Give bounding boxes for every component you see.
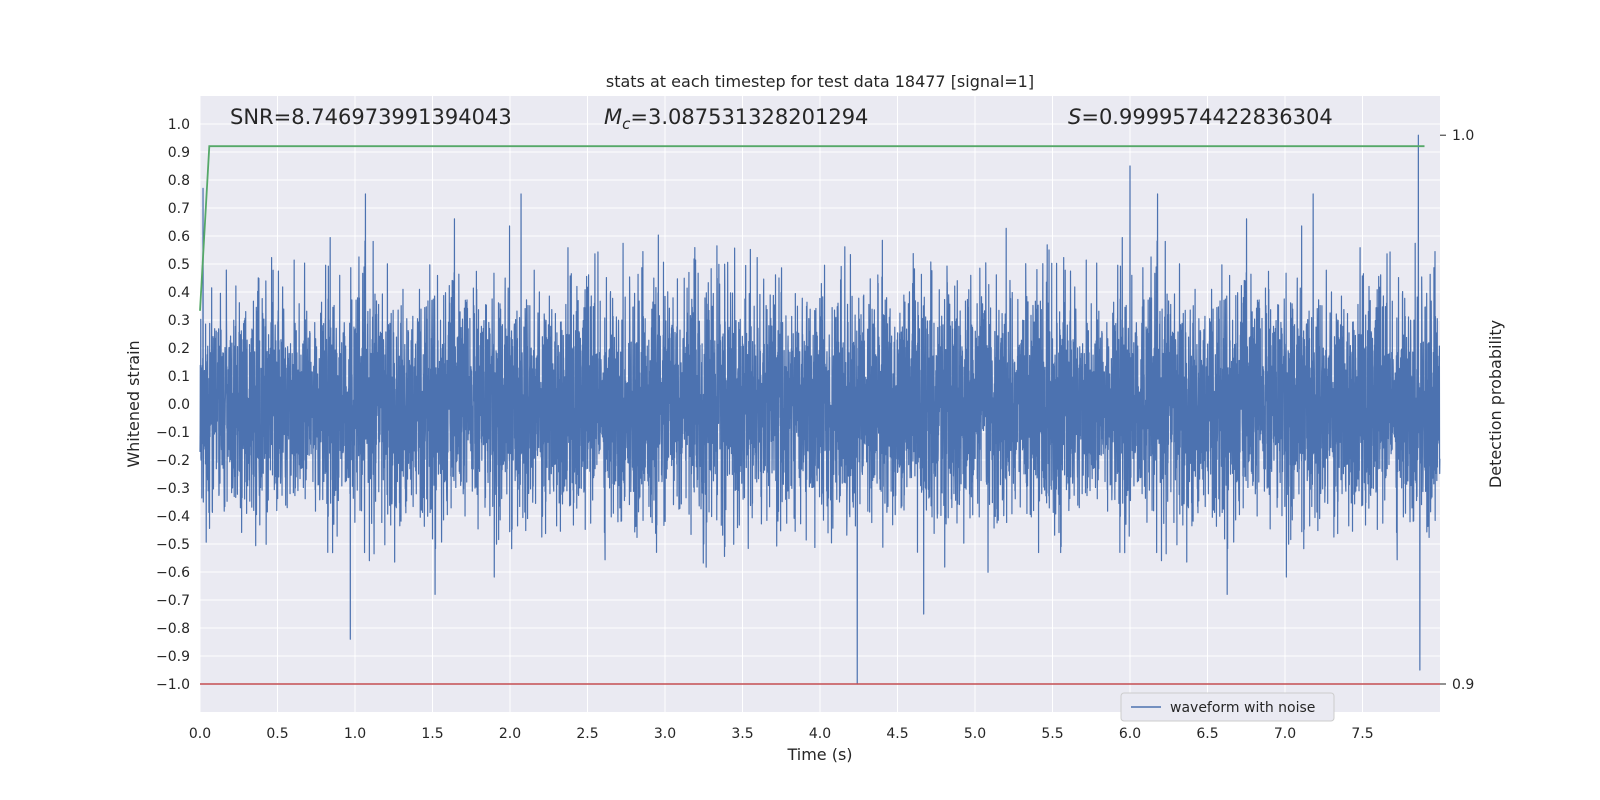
score-annotation: S=0.9999574422836304 <box>1068 105 1333 129</box>
legend-label-waveform: waveform with noise <box>1170 700 1315 716</box>
x-tick-label: 2.5 <box>576 726 598 742</box>
x-tick-label: 4.5 <box>886 726 908 742</box>
mc-symbol: M <box>604 105 622 129</box>
x-tick-label: 6.0 <box>1119 726 1141 742</box>
y-axis-label: Whitened strain <box>124 340 143 467</box>
mc-subscript: c <box>622 115 631 133</box>
s-value: =0.9999574422836304 <box>1081 105 1332 129</box>
y-tick-label: −0.7 <box>156 593 190 609</box>
x-tick-label: 1.5 <box>421 726 443 742</box>
mc-value: =3.087531328201294 <box>630 105 868 129</box>
y-tick-label: 0.8 <box>168 173 190 189</box>
series-waveform-with-noise <box>199 134 1441 685</box>
y-tick-label: −0.3 <box>156 481 190 497</box>
snr-annotation: SNR=8.746973991394043 <box>230 105 512 129</box>
x-tick-label: 3.0 <box>654 726 676 742</box>
series-detection-probability <box>199 145 1425 311</box>
x-tick-label: 0.5 <box>266 726 288 742</box>
waveform-line <box>199 134 1441 685</box>
y-tick-label: −0.5 <box>156 537 190 553</box>
x-tick-label: 2.0 <box>499 726 521 742</box>
x-tick-label: 6.5 <box>1196 726 1218 742</box>
legend-box <box>1120 692 1335 722</box>
y-tick-label: 0.7 <box>168 201 190 217</box>
y-tick-label: 0.3 <box>168 313 190 329</box>
y-tick-label: −0.1 <box>156 425 190 441</box>
right-axis-ticks: 1.0 0.9 <box>1440 128 1474 693</box>
y-tick-label: 0.0 <box>168 397 190 413</box>
probability-line <box>199 145 1425 311</box>
x-axis-ticks: 0.0 0.5 1.0 1.5 2.0 2.5 3.0 3.5 4.0 4.5 5.0 5.5 6.0 6… <box>189 726 1374 742</box>
y-tick-label: 0.9 <box>168 145 190 161</box>
y-tick-label: −0.4 <box>156 509 190 525</box>
y-axis-ticks: 1.0 0.9 0.8 0.7 0.6 0.5 0.4 0.3 0.2 0.1 0.0 −0.1 −0.… <box>156 117 190 693</box>
x-tick-label: 5.0 <box>964 726 986 742</box>
y-tick-label: 0.6 <box>168 229 190 245</box>
y-tick-label: −0.8 <box>156 621 190 637</box>
s-symbol: S <box>1068 105 1081 129</box>
chirp-mass-annotation: Mc=3.087531328201294 <box>604 105 868 133</box>
right-axis-label: Detection probability <box>1486 320 1505 488</box>
y-tick-label: 0.5 <box>168 257 190 273</box>
legend: waveform with noise <box>1120 692 1335 722</box>
y-tick-label: 1.0 <box>168 117 190 133</box>
x-tick-label: 7.0 <box>1274 726 1296 742</box>
right-tick-label: 0.9 <box>1452 677 1474 693</box>
x-tick-label: 7.5 <box>1351 726 1373 742</box>
y-tick-label: −1.0 <box>156 677 190 693</box>
y-tick-label: 0.1 <box>168 369 190 385</box>
y-tick-label: 0.4 <box>168 285 190 301</box>
x-axis-label: Time (s) <box>786 745 852 764</box>
x-tick-label: 4.0 <box>809 726 831 742</box>
x-tick-label: 3.5 <box>731 726 753 742</box>
y-tick-label: −0.9 <box>156 649 190 665</box>
right-tick-label: 1.0 <box>1452 128 1474 144</box>
y-tick-label: −0.2 <box>156 453 190 469</box>
x-tick-label: 5.5 <box>1041 726 1063 742</box>
y-tick-label: −0.6 <box>156 565 190 581</box>
x-tick-label: 1.0 <box>344 726 366 742</box>
y-tick-label: 0.2 <box>168 341 190 357</box>
chart-title: stats at each timestep for test data 184… <box>606 72 1034 91</box>
x-tick-label: 0.0 <box>189 726 211 742</box>
